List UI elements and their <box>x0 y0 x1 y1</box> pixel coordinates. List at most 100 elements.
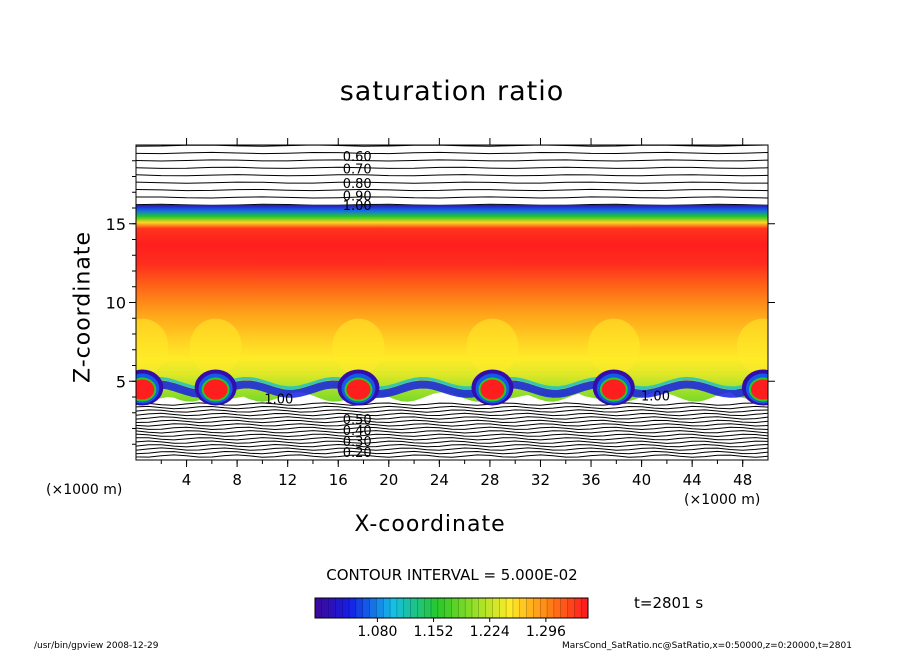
x-tick-label: 36 <box>581 471 600 489</box>
x-tick-label: 8 <box>232 471 242 489</box>
plume <box>189 318 242 375</box>
x-tick-label: 20 <box>379 471 398 489</box>
plume <box>136 318 169 375</box>
colorbar-cell <box>383 598 391 618</box>
colorbar-cell <box>328 598 336 618</box>
contour-label: 0.40 <box>343 424 372 439</box>
colorbar-cell <box>492 598 500 618</box>
x-axis-label: X-coordinate <box>354 512 506 537</box>
contour-line <box>136 419 768 424</box>
colorbar-cell <box>431 598 439 618</box>
colorbar-cell <box>335 598 343 618</box>
y-axis-label: Z-coordinate <box>70 231 96 383</box>
colorbar-cell <box>560 598 569 618</box>
contour-line <box>136 416 768 420</box>
contour-line <box>136 174 768 177</box>
colorbar-cell <box>396 598 405 618</box>
contour-line <box>136 188 768 192</box>
contour-line <box>136 426 768 431</box>
colorbar-cell <box>485 598 493 618</box>
colorbar-tick-label: 1.080 <box>357 624 397 640</box>
footer-left-text: /usr/bin/gpview 2008-12-29 <box>34 641 159 651</box>
contour-line <box>136 443 768 448</box>
colorbar-cell <box>581 598 589 618</box>
colorbar-cell <box>553 598 562 618</box>
contour-line <box>136 402 768 406</box>
colorbar-cell <box>362 598 371 618</box>
colorbar-cell <box>444 598 452 618</box>
contour-line <box>136 412 768 417</box>
contour-label: 0.70 <box>343 163 372 178</box>
colorbar-cell <box>315 598 323 618</box>
x-tick-label: 4 <box>182 471 192 489</box>
colorbar-cell <box>512 598 521 618</box>
colorbar-tick-label: 1.296 <box>526 624 566 640</box>
contour-line <box>136 196 768 199</box>
colorbar-cell <box>533 598 541 618</box>
edge-band-blue <box>136 380 768 398</box>
contour-line <box>136 409 768 413</box>
colorbar-cell <box>349 598 357 618</box>
colorbar-cell <box>342 598 350 618</box>
x-tick-label: 12 <box>278 471 297 489</box>
cloud-bubble-core <box>203 379 228 400</box>
colorbar-tick-label: 1.152 <box>414 624 454 640</box>
x-unit-label-right: (×1000 m) <box>684 492 761 508</box>
plume <box>587 318 640 375</box>
contour-line <box>136 450 768 455</box>
colorbar-cell <box>403 598 412 618</box>
saturation-field <box>136 204 768 402</box>
contour-line <box>136 166 768 169</box>
cloud-bubble-core <box>480 379 505 400</box>
contour-line <box>136 440 768 444</box>
contour-interval-label: CONTOUR INTERVAL = 5.000E-02 <box>326 566 578 584</box>
colorbar-cell <box>540 598 548 618</box>
colorbar-cell <box>506 598 514 618</box>
y-tick-label: 10 <box>106 294 126 313</box>
x-tick-label: 28 <box>480 471 499 489</box>
colorbar-frame <box>314 597 589 619</box>
contour-line <box>136 181 768 184</box>
contour-label: 0.90 <box>343 189 372 204</box>
colorbar-cell <box>369 598 377 618</box>
edge-band-cyan <box>136 376 768 390</box>
cloud-bubble-core <box>750 379 768 400</box>
y-tick-label: 15 <box>106 215 126 234</box>
contour-line <box>136 405 768 410</box>
cloud-bubble-core <box>346 379 371 400</box>
x-unit-label-left: (×1000 m) <box>46 482 123 498</box>
x-tick-label: 32 <box>531 471 550 489</box>
colorbar-cell <box>519 598 528 618</box>
cloud-bubble-core <box>136 379 155 400</box>
colorbar-cell <box>390 598 398 618</box>
colorbar-cell <box>526 598 534 618</box>
contour-label: 1.00 <box>264 393 293 408</box>
contour-label: 0.80 <box>343 177 372 192</box>
colorbar-cell <box>458 598 466 618</box>
contour-label: 0.60 <box>343 150 372 165</box>
contour-label: 0.50 <box>343 413 372 428</box>
colorbar-cell <box>478 598 487 618</box>
plume <box>332 318 385 375</box>
contour-label: 0.30 <box>343 435 372 450</box>
contour-line <box>136 423 768 427</box>
colorbar-cell <box>437 598 446 618</box>
contour-label: 0.20 <box>343 446 372 461</box>
x-tick-label: 16 <box>329 471 348 489</box>
chart-title: saturation ratio <box>339 76 565 107</box>
x-tick-label: 48 <box>733 471 752 489</box>
y-tick-label: 5 <box>116 372 126 391</box>
cloud-bubble-core <box>601 379 626 400</box>
contour-line <box>136 151 768 155</box>
colorbar-cell <box>567 598 575 618</box>
colorbar-cell <box>499 598 507 618</box>
plot-area: 0.600.700.800.901.001.00 1.000.200.300.40… <box>136 145 768 461</box>
footer-right-text: MarsCond_SatRatio.nc@SatRatio,x=0:50000,… <box>562 641 852 651</box>
contour-line <box>136 436 768 441</box>
colorbar-cell <box>451 598 459 618</box>
colorbar-cell <box>410 598 418 618</box>
colorbar-cell <box>574 598 582 618</box>
colorbar-cell <box>417 598 425 618</box>
